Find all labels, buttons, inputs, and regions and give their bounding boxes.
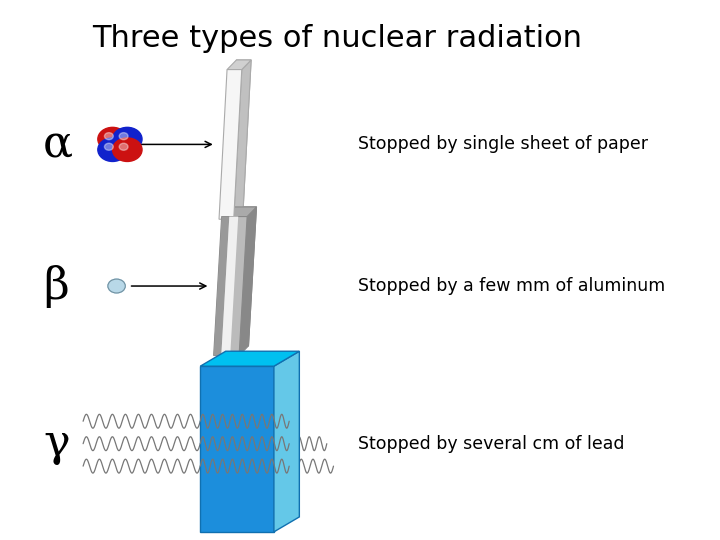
Circle shape	[98, 138, 127, 161]
Circle shape	[120, 143, 128, 150]
Text: γ: γ	[43, 422, 70, 465]
Polygon shape	[234, 60, 251, 219]
Polygon shape	[221, 217, 238, 355]
Circle shape	[112, 127, 142, 151]
Circle shape	[104, 133, 113, 140]
Polygon shape	[228, 60, 251, 210]
Polygon shape	[222, 207, 256, 217]
Circle shape	[108, 279, 125, 293]
Text: β: β	[43, 265, 68, 308]
Text: Stopped by a few mm of aluminum: Stopped by a few mm of aluminum	[358, 277, 665, 295]
Polygon shape	[239, 207, 256, 355]
Circle shape	[120, 133, 128, 140]
Text: Stopped by single sheet of paper: Stopped by single sheet of paper	[358, 136, 647, 153]
Polygon shape	[214, 217, 230, 355]
Polygon shape	[219, 70, 242, 219]
Polygon shape	[223, 207, 256, 346]
Polygon shape	[214, 217, 247, 355]
Circle shape	[104, 143, 113, 150]
Text: Three types of nuclear radiation: Three types of nuclear radiation	[92, 24, 582, 53]
Text: Stopped by several cm of lead: Stopped by several cm of lead	[358, 435, 624, 453]
Polygon shape	[274, 351, 300, 532]
Circle shape	[112, 138, 142, 161]
Polygon shape	[200, 366, 274, 532]
Polygon shape	[200, 351, 300, 366]
Text: α: α	[43, 123, 73, 166]
Polygon shape	[227, 60, 251, 70]
Circle shape	[98, 127, 127, 151]
